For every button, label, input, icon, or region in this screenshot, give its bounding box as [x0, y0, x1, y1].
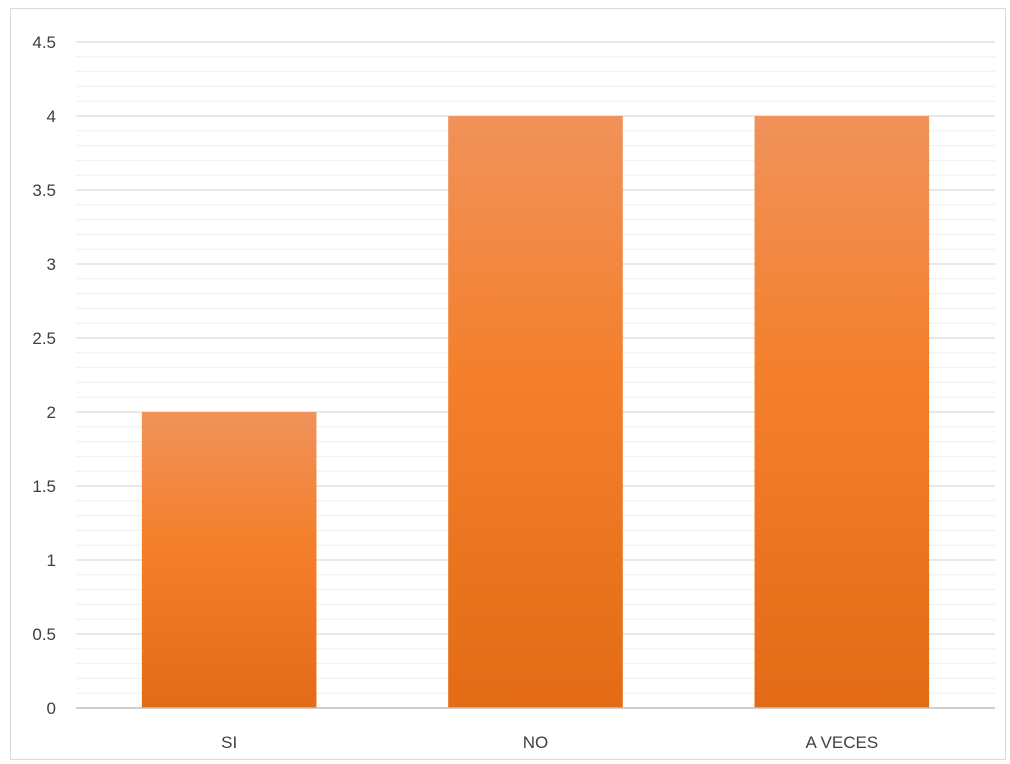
y-tick-label: 2 [47, 403, 56, 422]
y-tick-label: 3.5 [32, 181, 56, 200]
bar-si [141, 412, 317, 708]
bars [141, 116, 930, 708]
y-tick-label: 1 [47, 551, 56, 570]
y-tick-label: 3 [47, 255, 56, 274]
y-tick-label: 0 [47, 699, 56, 718]
bar-no [448, 116, 623, 708]
y-tick-label: 1.5 [32, 477, 56, 496]
x-category-label: SI [221, 733, 237, 752]
y-tick-label: 0.5 [32, 625, 56, 644]
bar-a-veces [754, 116, 930, 708]
x-axis-category-labels: SI NO A VECES [221, 733, 878, 752]
y-tick-label: 2.5 [32, 329, 56, 348]
x-category-label: NO [523, 733, 549, 752]
y-tick-label: 4.5 [32, 33, 56, 52]
x-category-label: A VECES [805, 733, 878, 752]
y-tick-label: 4 [47, 107, 56, 126]
y-axis-tick-labels: 0 0.5 1 1.5 2 2.5 3 3.5 4 4.5 [32, 33, 56, 718]
